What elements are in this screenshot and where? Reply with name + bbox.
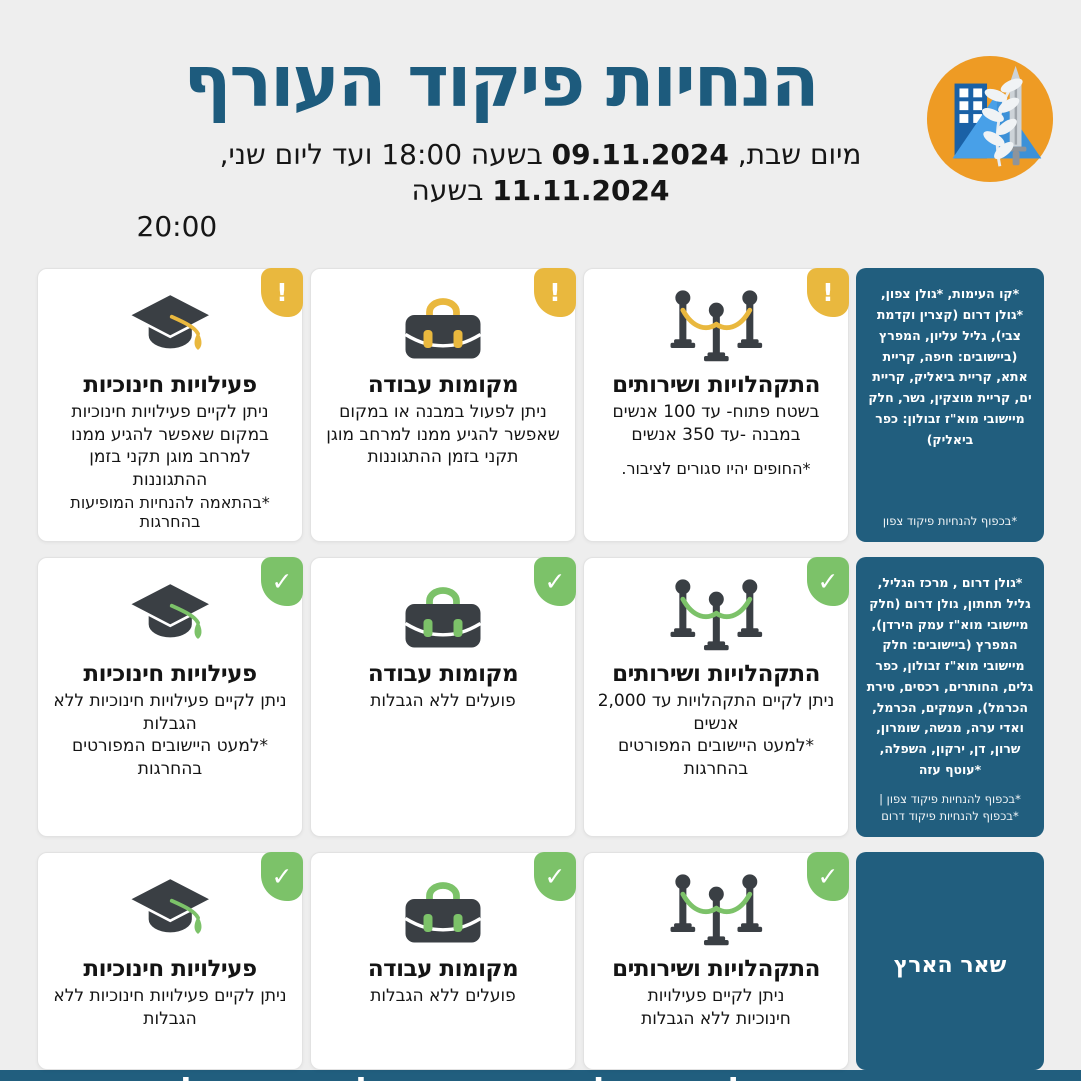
footer-message: חפשו את ההנחיות הרלוונטיות לאזורכם בפורט… [0,1070,1081,1081]
date-range: מיום שבת, 09.11.2024 בשעה 18:00 ועד ליום… [131,137,951,244]
card-workplaces: ! מקומות עבודה ניתן לפעול במבנה או במקום… [310,268,576,543]
queue-barrier-icon [596,867,836,947]
card-gatherings: ! התקהלויות ושירותים בשטח פתוח- עד 100 א… [583,268,849,543]
end-time: 20:00 [136,209,218,243]
card-education: ! פעילויות חינוכיות ניתן לקיים פעילויות … [37,268,303,543]
card-title: מקומות עבודה [367,372,519,399]
check-badge: ✓ [261,852,303,902]
end-date: 11.11.2024 [492,173,670,207]
row-confrontation-line: *קו העימות, *גולן צפון, *גולן דרום (קצרי… [37,268,1044,543]
card-title: פעילויות חינוכיות [83,372,257,399]
card-education: ✓ פעילויות חינוכיות ניתן לקיים פעילויות … [37,557,303,838]
graduation-cap-icon [50,283,290,363]
check-badge: ✓ [807,852,849,902]
subtitle-text: בשעה [411,173,493,207]
card-body: פועלים ללא הגבלות [370,691,516,712]
warning-badge: ! [261,268,303,318]
card-workplaces: ✓ מקומות עבודה פועלים ללא הגבלות [310,557,576,838]
start-date: 09.11.2024 [551,138,729,171]
header: הנחיות פיקוד העורף מיום שבת, 09.11.2024 … [0,0,1081,244]
card-title: מקומות עבודה [367,661,519,688]
card-title: התקהלויות ושירותים [612,372,820,399]
warning-badge: ! [534,268,576,318]
card-title: פעילויות חינוכיות [83,956,257,983]
subtitle-text: בשעה 18:00 ועד ליום שני, [219,138,552,171]
card-body: ניתן לקיים פעילויות חינוכיות ללא הגבלות [53,986,287,1029]
footer-bar: חפשו את ההנחיות הרלוונטיות לאזורכם בפורט… [0,1070,1081,1081]
region-list: *קו העימות, *גולן צפון, *גולן דרום (קצרי… [868,286,1032,447]
card-body: פועלים ללא הגבלות [370,986,516,1007]
card-gatherings: ✓ התקהלויות ושירותים ניתן לקיים פעילויות… [583,852,849,1071]
card-gatherings: ✓ התקהלויות ושירותים ניתן לקיים התקהלויו… [583,557,849,838]
region-list: *גולן דרום , מרכז הגליל, גליל תחתון, גול… [866,575,1034,777]
home-front-command-logo-icon [925,54,1055,184]
footer-text: חפשו את ההנחיות הרלוונטיות לאזורכם בפורט… [99,1070,1081,1081]
briefcase-icon [323,572,563,652]
region-footnote: *בכפוף להנחיות פיקוד צפון [882,513,1018,528]
region-card: שאר הארץ [856,852,1044,1071]
card-body: ניתן לקיים פעילויות חינוכיות במקום שאפשר… [71,402,269,490]
card-body: ניתן לפעול במבנה או במקום שאפשר להגיע ממ… [326,402,560,468]
region-footnote: *בכפוף להנחיות פיקוד צפון | *בכפוף להנחי… [879,791,1021,823]
card-title: התקהלויות ושירותים [612,661,820,688]
card-footnote: *החופים יהיו סגורים לציבור. [621,459,811,479]
graduation-cap-icon [50,867,290,947]
card-title: פעילויות חינוכיות [83,661,257,688]
card-body: בשטח פתוח- עד 100 אנשים במבנה -עד 350 אנ… [612,402,820,445]
region-card: *גולן דרום , מרכז הגליל, גליל תחתון, גול… [856,557,1044,838]
card-education: ✓ פעילויות חינוכיות ניתן לקיים פעילויות … [37,852,303,1071]
page-title: הנחיות פיקוד העורף [183,40,819,123]
region-card: *קו העימות, *גולן צפון, *גולן דרום (קצרי… [856,268,1044,543]
check-badge: ✓ [534,852,576,902]
row-rest-of-country: שאר הארץ ✓ התקהלויות ושירותים [37,852,1044,1071]
subtitle-text: מיום שבת, [728,138,862,171]
card-body: ניתן לקיים פעילויות חינוכיות ללא הגבלות … [53,691,287,779]
check-badge: ✓ [261,557,303,607]
briefcase-icon [323,867,563,947]
card-title: התקהלויות ושירותים [612,956,820,983]
card-body: ניתן לקיים פעילויות חינוכיות ללא הגבלות [641,986,791,1029]
region-label: שאר הארץ [893,952,1007,978]
check-badge: ✓ [807,557,849,607]
queue-barrier-icon [596,572,836,652]
warning-badge: ! [807,268,849,318]
rules-grid: *קו העימות, *גולן צפון, *גולן דרום (קצרי… [37,268,1044,1071]
card-workplaces: ✓ מקומות עבודה פועלים ללא הגבלות [310,852,576,1071]
card-footnote: *בהתאמה להנחיות המופיעות בהחרגות [70,493,270,532]
card-body: ניתן לקיים התקהלויות עד 2,000 אנשים *למע… [597,691,835,779]
graduation-cap-icon [50,572,290,652]
briefcase-icon [323,283,563,363]
card-title: מקומות עבודה [367,956,519,983]
row-north-partial: *גולן דרום , מרכז הגליל, גליל תחתון, גול… [37,557,1044,838]
check-badge: ✓ [534,557,576,607]
queue-barrier-icon [596,283,836,363]
